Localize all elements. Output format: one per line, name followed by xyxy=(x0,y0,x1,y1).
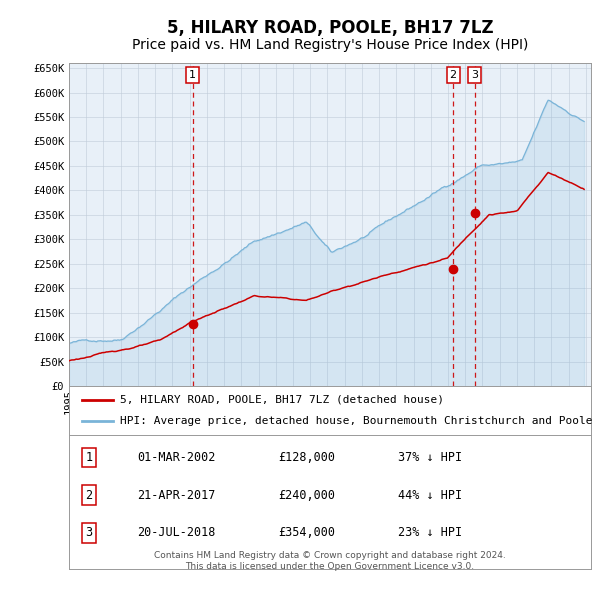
Text: 01-MAR-2002: 01-MAR-2002 xyxy=(137,451,215,464)
Text: 20-JUL-2018: 20-JUL-2018 xyxy=(137,526,215,539)
Text: 44% ↓ HPI: 44% ↓ HPI xyxy=(398,489,462,502)
Text: £354,000: £354,000 xyxy=(278,526,335,539)
Text: This data is licensed under the Open Government Licence v3.0.: This data is licensed under the Open Gov… xyxy=(185,562,475,571)
Text: HPI: Average price, detached house, Bournemouth Christchurch and Poole: HPI: Average price, detached house, Bour… xyxy=(120,416,593,426)
Text: 23% ↓ HPI: 23% ↓ HPI xyxy=(398,526,462,539)
Text: 2: 2 xyxy=(85,489,92,502)
Text: 5, HILARY ROAD, POOLE, BH17 7LZ (detached house): 5, HILARY ROAD, POOLE, BH17 7LZ (detache… xyxy=(120,395,444,405)
Text: £128,000: £128,000 xyxy=(278,451,335,464)
Text: 3: 3 xyxy=(471,70,478,80)
Text: 2: 2 xyxy=(449,70,457,80)
Text: Price paid vs. HM Land Registry's House Price Index (HPI): Price paid vs. HM Land Registry's House … xyxy=(132,38,528,52)
Text: 5, HILARY ROAD, POOLE, BH17 7LZ: 5, HILARY ROAD, POOLE, BH17 7LZ xyxy=(167,19,493,37)
Text: 1: 1 xyxy=(85,451,92,464)
Text: 37% ↓ HPI: 37% ↓ HPI xyxy=(398,451,462,464)
Text: Contains HM Land Registry data © Crown copyright and database right 2024.: Contains HM Land Registry data © Crown c… xyxy=(154,552,506,560)
Text: 21-APR-2017: 21-APR-2017 xyxy=(137,489,215,502)
Text: 3: 3 xyxy=(85,526,92,539)
Text: £240,000: £240,000 xyxy=(278,489,335,502)
Text: 1: 1 xyxy=(189,70,196,80)
